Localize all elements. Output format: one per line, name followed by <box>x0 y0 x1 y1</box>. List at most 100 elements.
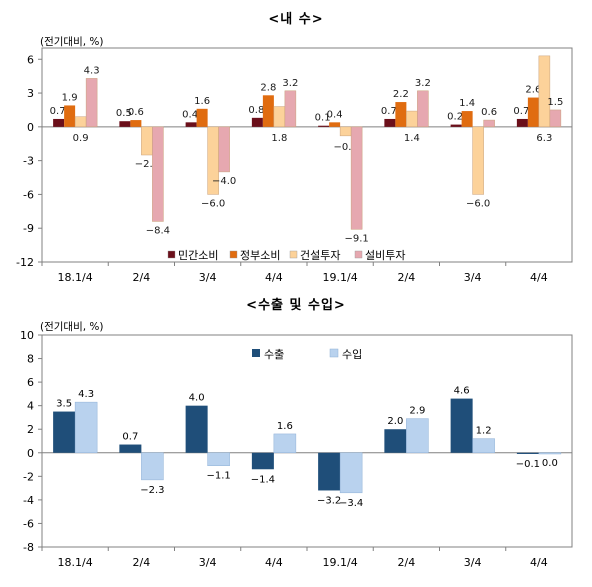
chart2-data-label: 2.9 <box>409 406 425 417</box>
chart1-x-tick-label: 2/4 <box>398 271 416 284</box>
chart1-data-label: 2.2 <box>393 89 409 100</box>
chart1-data-label: 0.7 <box>513 106 529 117</box>
chart1-bar-설비투자 <box>284 90 297 128</box>
chart1-bar-건설투자 <box>538 55 551 128</box>
chart1-data-label: −4.0 <box>212 176 236 187</box>
chart1-data-label: 1.4 <box>459 98 475 109</box>
chart1-data-label: 0.8 <box>248 105 264 116</box>
chart1-data-label: 0.5 <box>116 108 132 119</box>
chart2-bar-수입 <box>273 433 297 454</box>
chart1-bar-설비투자 <box>218 126 230 173</box>
chart1-data-label: 1.5 <box>547 97 563 108</box>
chart1-x-tick-label: 19.1/4 <box>323 271 358 284</box>
chart2-y-tick-label: -8 <box>23 541 34 554</box>
chart2-x-tick-label: 2/4 <box>398 556 416 569</box>
chart1-x-tick-label: 18.1/4 <box>58 271 93 284</box>
chart1-data-label: 0.6 <box>481 107 497 118</box>
chart2-data-label: −3.2 <box>317 495 341 506</box>
chart1-data-label: 6.3 <box>536 133 552 144</box>
chart1-bar-정부소비 <box>64 105 76 127</box>
chart2-bar-수출 <box>251 452 274 470</box>
chart1-legend-label: 설비투자 <box>365 249 405 262</box>
chart1-data-label: −6.0 <box>466 198 490 209</box>
chart1-bar-정부소비 <box>130 120 142 127</box>
chart2-bar-수출 <box>450 398 473 453</box>
chart2-x-tick-label: 18.1/4 <box>58 556 93 569</box>
chart2-bar-수입 <box>74 401 98 454</box>
chart1-data-label: 0.1 <box>315 113 331 124</box>
chart1-legend-label: 건설투자 <box>300 249 340 262</box>
chart2-x-tick-label: 3/4 <box>199 556 217 569</box>
chart1-x-tick-label: 2/4 <box>133 271 151 284</box>
chart1-bar-민간소비 <box>251 117 263 127</box>
chart2-y-tick-label: 10 <box>20 329 34 342</box>
chart2-bar-수출 <box>384 429 407 453</box>
chart1-legend-swatch <box>354 250 363 259</box>
chart2-data-label: 1.6 <box>277 421 293 432</box>
chart1-data-label: −9.1 <box>344 233 368 244</box>
chart2-bar-수출 <box>185 405 208 453</box>
chart2-data-label: 2.0 <box>387 416 403 427</box>
chart1-data-label: −6.0 <box>201 198 225 209</box>
chart2-legend-label: 수입 <box>342 348 362 361</box>
chart1-bar-설비투자 <box>483 119 495 128</box>
chart2-data-label: 4.0 <box>189 393 205 404</box>
chart2-y-tick-label: 8 <box>27 353 34 366</box>
chart1-bar-민간소비 <box>450 124 462 127</box>
chart2-data-label: 4.3 <box>78 389 94 400</box>
chart2-data-label: −3.4 <box>339 498 363 509</box>
chart1-legend-swatch <box>229 250 238 259</box>
chart2-unit-label: (전기대비, %) <box>40 321 104 333</box>
chart2-bar-수입 <box>141 452 164 481</box>
chart2-title: <수출 및 수입> <box>246 298 346 313</box>
chart2-bar-수출 <box>516 452 539 454</box>
chart1-bar-설비투자 <box>85 78 98 128</box>
chart1-data-label: 2.8 <box>260 82 276 93</box>
chart1-bar-민간소비 <box>185 122 197 127</box>
chart1-y-tick-label: 3 <box>27 87 34 100</box>
chart2-y-tick-label: -6 <box>23 517 34 530</box>
chart1-bar-설비투자 <box>152 126 164 222</box>
chart1-bar-설비투자 <box>350 126 363 230</box>
chart1-data-label: 1.4 <box>404 133 420 144</box>
chart2-data-label: 0.0 <box>542 458 558 469</box>
chart1-data-label: 1.6 <box>194 96 210 107</box>
chart1-data-label: 4.3 <box>84 65 100 76</box>
chart2-x-tick-label: 19.1/4 <box>323 556 358 569</box>
chart1-x-tick-label: 4/4 <box>530 271 548 284</box>
chart1-title: <내 수> <box>268 12 324 27</box>
chart2-data-label: −1.1 <box>206 471 230 482</box>
chart1-unit-label: (전기대비, %) <box>40 36 104 48</box>
chart1-data-label: 0.7 <box>50 106 66 117</box>
chart2-y-tick-label: 2 <box>27 423 34 436</box>
chart1-bar-민간소비 <box>318 125 330 127</box>
chart2-legend-swatch <box>252 349 260 357</box>
chart1-y-tick-label: -9 <box>23 222 34 235</box>
chart1-y-tick-label: -6 <box>23 188 34 201</box>
chart1-legend-label: 정부소비 <box>240 249 280 262</box>
chart1-x-tick-label: 4/4 <box>265 271 283 284</box>
chart1-data-label: 0.4 <box>327 109 343 120</box>
chart1-x-tick-label: 3/4 <box>464 271 482 284</box>
chart2-bar-수출 <box>53 411 76 453</box>
chart2-x-tick-label: 3/4 <box>464 556 482 569</box>
chart2-bar-수입 <box>339 452 363 494</box>
chart1-y-tick-label: 0 <box>27 121 34 134</box>
chart1-data-label: 2.6 <box>525 85 541 96</box>
chart1-y-tick-label: -3 <box>23 155 34 168</box>
chart2-y-tick-label: 4 <box>27 400 34 413</box>
chart2-data-label: 1.2 <box>476 426 492 437</box>
chart1-data-label: 1.9 <box>62 92 78 103</box>
chart2-data-label: −2.3 <box>140 485 164 496</box>
chart1-x-tick-label: 3/4 <box>199 271 217 284</box>
chart2-y-tick-label: -2 <box>23 470 34 483</box>
chart2-data-label: −0.1 <box>516 459 540 470</box>
chart2-x-tick-label: 4/4 <box>265 556 283 569</box>
chart1-bar-정부소비 <box>196 108 208 127</box>
chart2-bar-수출 <box>119 444 142 453</box>
chart1-data-label: 0.9 <box>73 133 89 144</box>
chart2-y-tick-label: 0 <box>27 447 34 460</box>
chart1-data-label: 0.7 <box>381 106 397 117</box>
chart1-bar-정부소비 <box>395 102 407 127</box>
